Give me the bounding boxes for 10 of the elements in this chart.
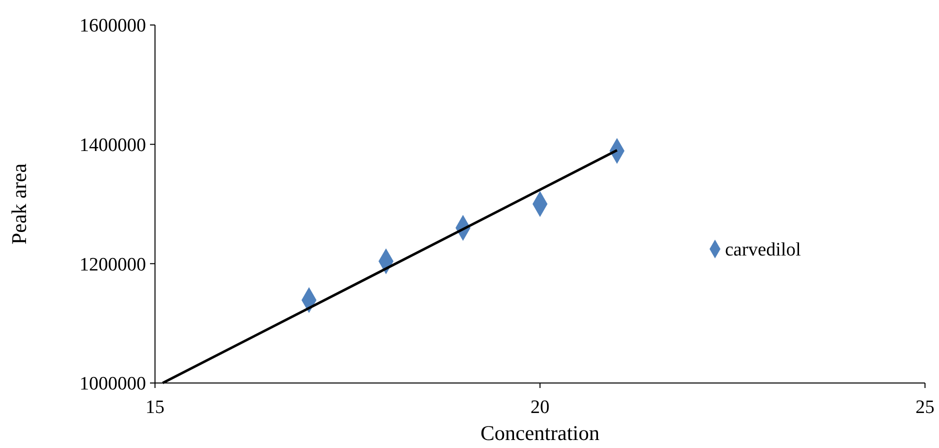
x-axis-title: Concentration (480, 421, 600, 445)
x-tick-label: 20 (530, 397, 550, 418)
x-tick-label: 15 (146, 397, 164, 418)
y-tick-label: 1600000 (80, 16, 146, 37)
y-tick-label: 1200000 (80, 254, 146, 276)
legend-label: carvedilol (725, 240, 801, 261)
y-tick-label: 1000000 (80, 374, 146, 395)
y-axis-title: Peak area (7, 162, 31, 245)
x-tick-label: 25 (916, 397, 934, 418)
y-tick-label: 1400000 (80, 134, 146, 156)
